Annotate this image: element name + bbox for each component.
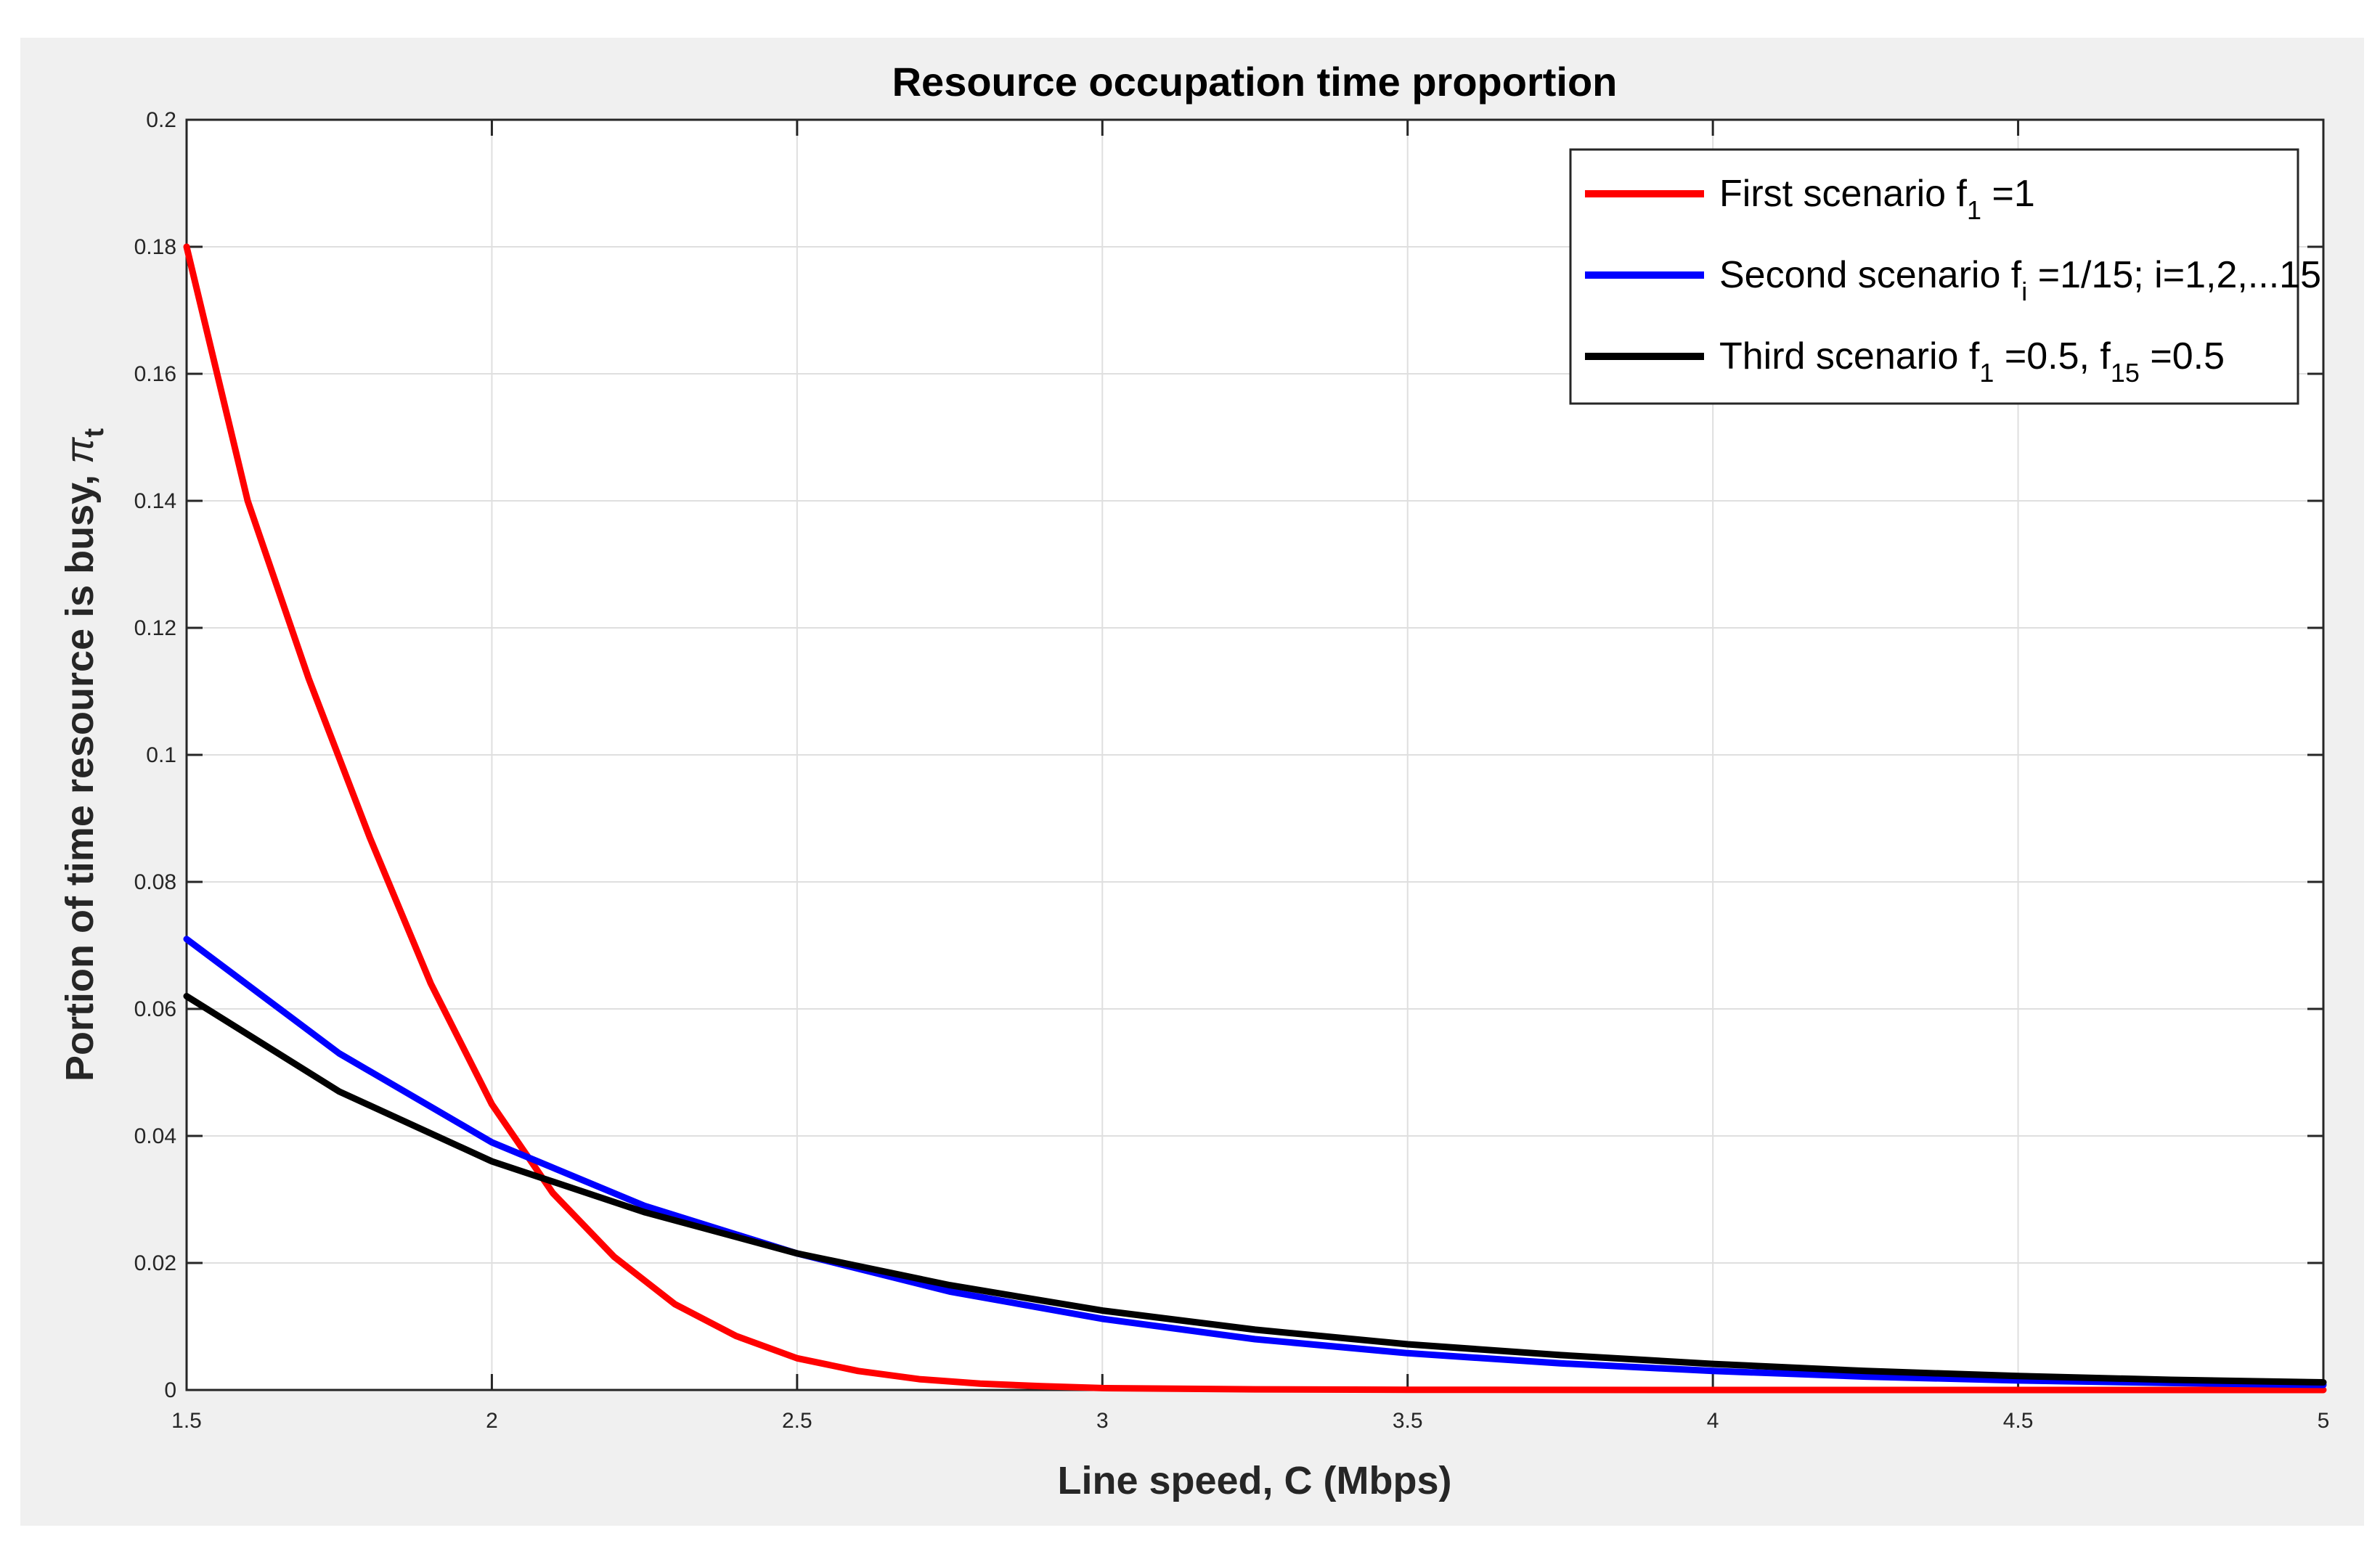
legend-text-part: =1/15; i=1,2,...15 [2027,254,2321,296]
y-tick-label: 0.1 [146,743,176,767]
legend-text-part: =0.5, f [1994,335,2111,377]
x-tick-label: 1.5 [171,1409,202,1433]
x-tick-label: 3.5 [1393,1409,1423,1433]
legend-text-part: Third scenario f [1719,335,1980,377]
series-line-second-scenario [183,936,2327,1389]
legend-text-part: Second scenario f [1719,254,2022,296]
x-axis-label: Line speed, C (Mbps) [1057,1459,1451,1502]
y-axis-label-text: Portion of time resource is busy, [58,464,102,1081]
y-axis-label-symbol: π [58,437,102,464]
y-tick-label: 0.08 [134,870,176,894]
x-tick-label: 2 [486,1409,498,1433]
y-tick-label: 0.18 [134,235,176,259]
x-tick-label: 4.5 [2003,1409,2034,1433]
legend-subscript: 15 [2111,358,2140,388]
legend-text-part: First scenario f [1719,173,1968,215]
ticks: 1.5 2 2.5 3 3.5 4 4.5 5 0 0.02 0.04 0.06 0.08 0.1 0.12… [134,108,2330,1433]
x-tick-label: 3 [1096,1409,1109,1433]
legend-text-part: =1 [1981,173,2035,215]
legend-text-part: =0.5 [2140,335,2225,377]
legend-entry-first-scenario: First scenario f1 =1 [1719,173,2035,225]
y-tick-label: 0 [164,1378,176,1402]
x-tick-label: 5 [2318,1409,2330,1433]
y-tick-label: 0.2 [146,108,176,132]
y-tick-label: 0.04 [134,1124,176,1148]
series-lines [183,243,2327,1394]
y-tick-label: 0.14 [134,489,176,513]
y-axis-label: Portion of time resource is busy, πt [58,428,110,1081]
y-tick-label: 0.16 [134,362,176,386]
series-line-first-scenario [183,243,2327,1394]
y-tick-label: 0.06 [134,997,176,1021]
legend-subscript: i [2021,277,2027,306]
y-axis-label-subscript: t [79,428,110,438]
x-tick-label: 2.5 [782,1409,812,1433]
x-tick-label: 4 [1707,1409,1719,1433]
y-tick-label: 0.12 [134,616,176,640]
series-line-third-scenario [183,993,2327,1386]
legend-entry-second-scenario: Second scenario fi =1/15; i=1,2,...15 [1719,254,2321,306]
y-tick-label: 0.02 [134,1251,176,1275]
chart-title: Resource occupation time proportion [892,59,1618,105]
legend-subscript: 1 [1979,358,1994,388]
legend-entry-third-scenario: Third scenario f1 =0.5, f15 =0.5 [1719,335,2225,388]
legend-subscript: 1 [1967,195,1981,225]
